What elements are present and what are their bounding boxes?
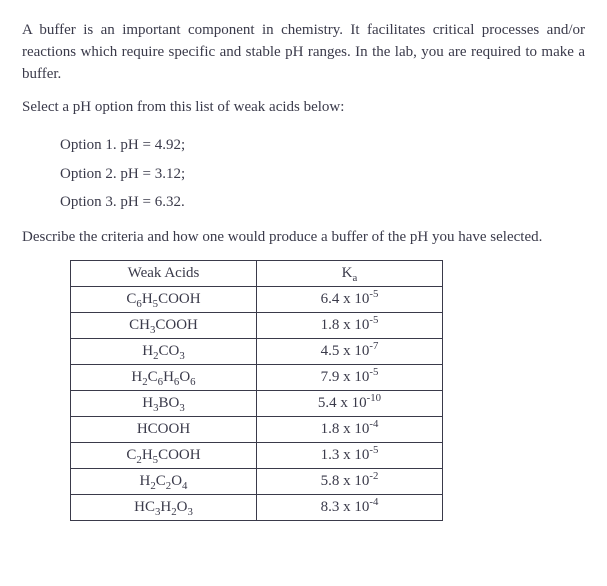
formula-subscript: 6 — [174, 376, 179, 388]
option-item: Option 3. pH = 6.32. — [60, 188, 585, 217]
table-row: C2H5COOH1.3 x 10-5 — [71, 443, 443, 469]
cell-formula: H3BO3 — [71, 391, 257, 417]
header-weak-acids: Weak Acids — [71, 261, 257, 287]
cell-ka: 1.8 x 10-5 — [257, 313, 443, 339]
ka-exponent: -5 — [369, 288, 378, 300]
formula-subscript: 5 — [153, 298, 158, 310]
formula-subscript: 2 — [166, 480, 171, 492]
cell-formula: H2C2O4 — [71, 469, 257, 495]
options-list: Option 1. pH = 4.92; Option 2. pH = 3.12… — [60, 131, 585, 217]
cell-ka: 8.3 x 10-4 — [257, 495, 443, 521]
formula-subscript: 6 — [136, 298, 141, 310]
cell-formula: H2CO3 — [71, 339, 257, 365]
formula-subscript: 2 — [150, 480, 155, 492]
ka-exponent: -5 — [369, 314, 378, 326]
ka-exponent: -4 — [369, 496, 378, 508]
cell-formula: C2H5COOH — [71, 443, 257, 469]
cell-formula: C6H5COOH — [71, 287, 257, 313]
cell-ka: 5.8 x 10-2 — [257, 469, 443, 495]
cell-ka: 1.8 x 10-4 — [257, 417, 443, 443]
ka-exponent: -5 — [369, 444, 378, 456]
weak-acids-table: Weak Acids Ka C6H5COOH6.4 x 10-5CH3COOH1… — [70, 260, 443, 521]
formula-subscript: 3 — [179, 402, 184, 414]
ka-exponent: -5 — [369, 366, 378, 378]
cell-ka: 1.3 x 10-5 — [257, 443, 443, 469]
formula-subscript: 6 — [190, 376, 195, 388]
formula-subscript: 2 — [171, 506, 176, 518]
formula-subscript: 6 — [158, 376, 163, 388]
formula-subscript: 3 — [187, 506, 192, 518]
formula-subscript: 5 — [153, 454, 158, 466]
formula-subscript: 2 — [153, 350, 158, 362]
ka-exponent: -10 — [367, 392, 381, 404]
formula-subscript: 2 — [136, 454, 141, 466]
formula-subscript: 3 — [150, 324, 155, 336]
ka-exponent: -7 — [369, 340, 378, 352]
cell-ka: 7.9 x 10-5 — [257, 365, 443, 391]
cell-formula: CH3COOH — [71, 313, 257, 339]
cell-formula: HC3H2O3 — [71, 495, 257, 521]
cell-ka: 5.4 x 10-10 — [257, 391, 443, 417]
table-body: C6H5COOH6.4 x 10-5CH3COOH1.8 x 10-5H2CO3… — [71, 287, 443, 521]
formula-subscript: 3 — [153, 402, 158, 414]
describe-paragraph: Describe the criteria and how one would … — [22, 227, 585, 249]
ka-exponent: -4 — [369, 418, 378, 430]
formula-subscript: 3 — [155, 506, 160, 518]
ka-exponent: -2 — [369, 470, 378, 482]
table-row: H3BO35.4 x 10-10 — [71, 391, 443, 417]
cell-formula: HCOOH — [71, 417, 257, 443]
header-ka: Ka — [257, 261, 443, 287]
table-row: CH3COOH1.8 x 10-5 — [71, 313, 443, 339]
cell-formula: H2C6H6O6 — [71, 365, 257, 391]
table-row: HC3H2O38.3 x 10-4 — [71, 495, 443, 521]
table-row: H2CO34.5 x 10-7 — [71, 339, 443, 365]
header-ka-sub: a — [353, 272, 358, 284]
option-item: Option 2. pH = 3.12; — [60, 160, 585, 189]
table-row: H2C2O45.8 x 10-2 — [71, 469, 443, 495]
option-item: Option 1. pH = 4.92; — [60, 131, 585, 160]
formula-subscript: 2 — [142, 376, 147, 388]
cell-ka: 4.5 x 10-7 — [257, 339, 443, 365]
table-row: H2C6H6O67.9 x 10-5 — [71, 365, 443, 391]
table-row: HCOOH1.8 x 10-4 — [71, 417, 443, 443]
cell-ka: 6.4 x 10-5 — [257, 287, 443, 313]
formula-subscript: 3 — [179, 350, 184, 362]
table-row: C6H5COOH6.4 x 10-5 — [71, 287, 443, 313]
formula-subscript: 4 — [182, 480, 187, 492]
table-header-row: Weak Acids Ka — [71, 261, 443, 287]
header-ka-label: K — [342, 265, 353, 281]
select-paragraph: Select a pH option from this list of wea… — [22, 97, 585, 119]
intro-paragraph: A buffer is an important component in ch… — [22, 20, 585, 85]
